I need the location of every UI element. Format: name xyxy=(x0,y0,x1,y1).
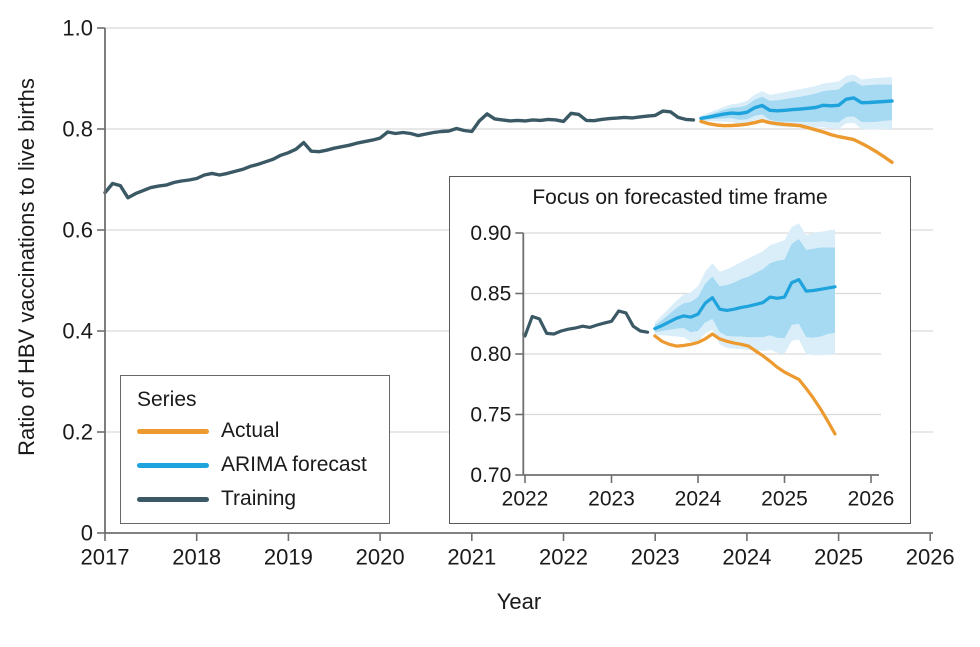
inset-chart: 0.70 0.75 0.80 0.85 0.90 2022 2023 2024 2025 2026 xyxy=(470,222,895,510)
legend-swatch-arima-forecast xyxy=(137,462,209,468)
legend-swatch-actual xyxy=(137,428,209,434)
legend-item-training: Training xyxy=(137,482,389,516)
x-axis-title: Year xyxy=(496,589,542,614)
main-x-tick-label: 2023 xyxy=(631,544,680,569)
main-x-tick-label: 2025 xyxy=(814,544,863,569)
training-line xyxy=(522,309,650,338)
main-y-tick-label: 0 xyxy=(81,521,93,546)
main-y-tick-label: 0.2 xyxy=(62,420,93,445)
main-y-tick-label: 0.4 xyxy=(62,319,93,344)
legend-label-actual: Actual xyxy=(221,419,280,442)
legend-box: Series Actual ARIMA forecast Training xyxy=(120,375,390,524)
actual-line xyxy=(653,332,837,436)
main-x-tick-label: 2022 xyxy=(539,544,588,569)
main-x-tick-label: 2026 xyxy=(906,544,955,569)
forecast-line xyxy=(699,96,894,121)
main-x-tick-label: 2021 xyxy=(447,544,496,569)
main-y-tick-label: 0.8 xyxy=(62,117,93,142)
inset-y-tick-label: 0.70 xyxy=(470,464,511,487)
main-x-tick-label: 2019 xyxy=(264,544,313,569)
main-y-tick-label: 0.6 xyxy=(62,218,93,243)
legend-label-training: Training xyxy=(221,487,297,510)
inset-y-tick-label: 0.85 xyxy=(470,283,511,306)
y-axis-title: Ratio of HBV vaccinations to live births xyxy=(14,78,39,456)
forecast-line xyxy=(653,278,837,331)
actual-line xyxy=(699,119,894,164)
main-plot-area xyxy=(103,74,894,200)
inset-x-tick-label: 2023 xyxy=(588,487,635,510)
legend-item-arima-forecast: ARIMA forecast xyxy=(137,448,389,482)
main-x-tick-label: 2020 xyxy=(356,544,405,569)
legend-title: Series xyxy=(137,388,197,411)
inset-plot-area xyxy=(522,223,837,436)
inset-box: Focus on forecasted time frame 0.70 0.75 0… xyxy=(449,176,911,524)
inset-x-tick-label: 2022 xyxy=(502,487,549,510)
inset-x-tick-label: 2026 xyxy=(848,487,895,510)
inset-y-tick-label: 0.75 xyxy=(470,404,511,427)
main-y-tick-label: 1.0 xyxy=(62,16,93,41)
main-x-tick-label: 2018 xyxy=(172,544,221,569)
legend-swatch-training xyxy=(137,496,209,502)
legend-item-actual: Actual xyxy=(137,414,389,448)
inset-x-tick-label: 2024 xyxy=(675,487,722,510)
inset-x-tick-label: 2025 xyxy=(761,487,808,510)
inset-title: Focus on forecasted time frame xyxy=(532,186,828,209)
main-x-tick-label: 2017 xyxy=(81,544,130,569)
legend-label-arima-forecast: ARIMA forecast xyxy=(221,453,367,476)
ci_inner-band xyxy=(654,239,835,339)
inset-y-tick-label: 0.80 xyxy=(470,343,511,366)
inset-y-tick-label: 0.90 xyxy=(470,222,511,245)
training-line xyxy=(103,109,696,200)
main-x-tick-label: 2024 xyxy=(722,544,771,569)
